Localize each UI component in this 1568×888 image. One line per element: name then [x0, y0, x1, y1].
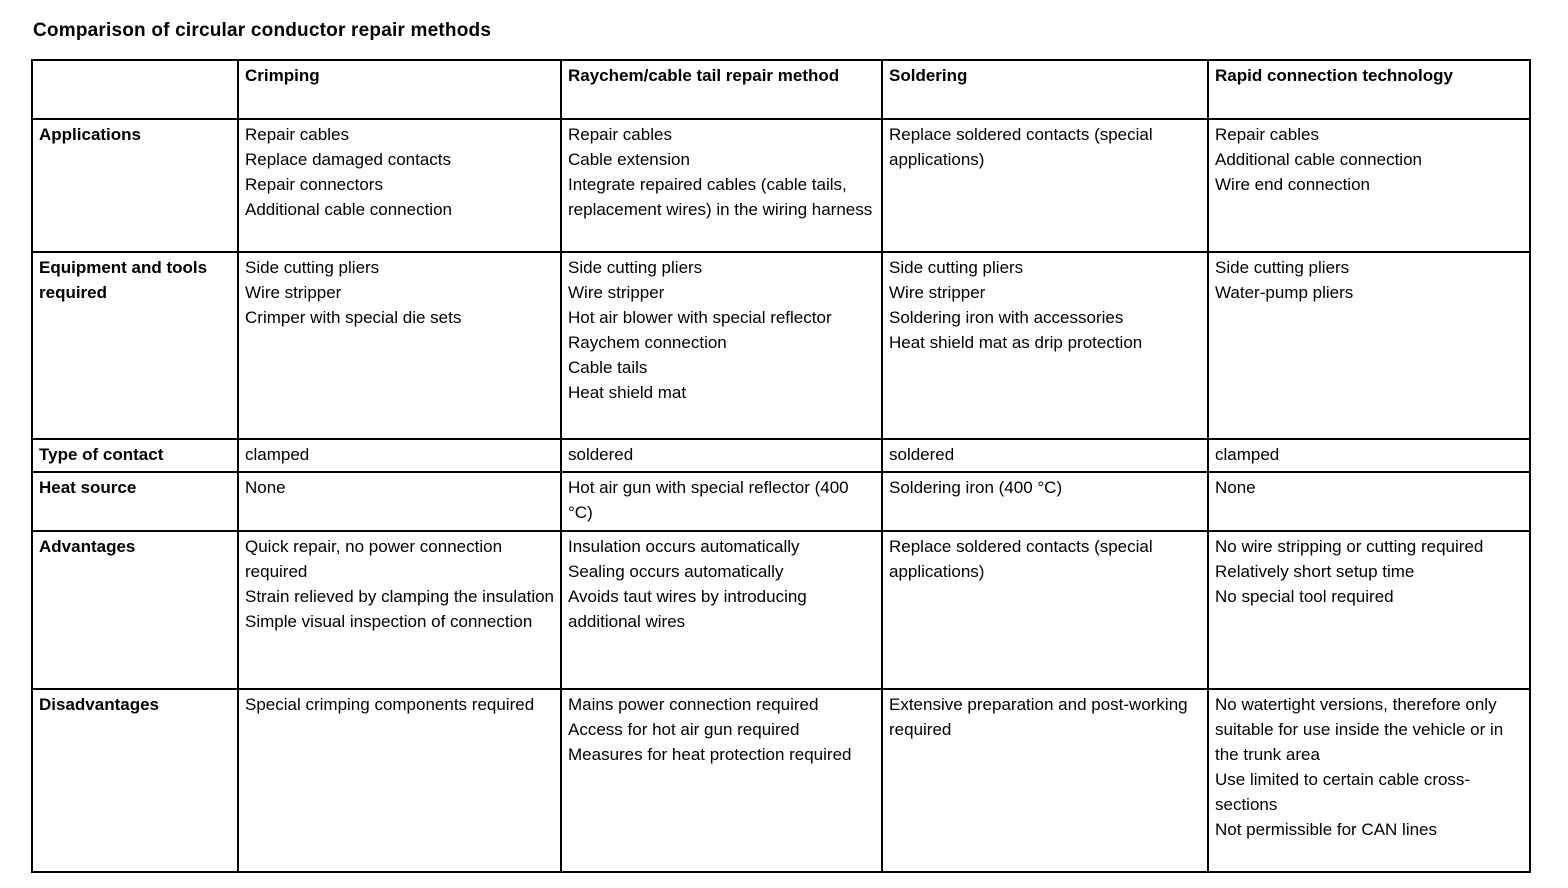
- cell-type-of-contact-soldering: soldered: [881, 438, 1209, 473]
- table-row-heat-source: Heat source None Hot air gun with specia…: [31, 471, 1531, 532]
- cell-disadvantages-rapid-connection: No watertight versions, therefore only s…: [1207, 688, 1531, 873]
- table-row-advantages: Advantages Quick repair, no power connec…: [31, 530, 1531, 690]
- cell-type-of-contact-rapid-connection: clamped: [1207, 438, 1531, 473]
- cell-advantages-crimping: Quick repair, no power connection requir…: [237, 530, 562, 690]
- cell-type-of-contact-crimping: clamped: [237, 438, 562, 473]
- cell-disadvantages-crimping: Special crimping components required: [237, 688, 562, 873]
- cell-disadvantages-raychem: Mains power connection required Access f…: [560, 688, 883, 873]
- row-label-type-of-contact: Type of contact: [31, 438, 239, 473]
- column-header-raychem: Raychem/cable tail repair method: [560, 59, 883, 120]
- cell-disadvantages-soldering: Extensive preparation and post-working r…: [881, 688, 1209, 873]
- row-label-disadvantages: Disadvantages: [31, 688, 239, 873]
- cell-advantages-raychem: Insulation occurs automatically Sealing …: [560, 530, 883, 690]
- cell-equipment-rapid-connection: Side cutting pliers Water-pump pliers: [1207, 251, 1531, 440]
- cell-equipment-crimping: Side cutting pliers Wire stripper Crimpe…: [237, 251, 562, 440]
- row-label-advantages: Advantages: [31, 530, 239, 690]
- row-label-equipment: Equipment and tools required: [31, 251, 239, 440]
- column-header-empty: [31, 59, 239, 120]
- table-header-row: Crimping Raychem/cable tail repair metho…: [31, 59, 1531, 120]
- column-header-soldering: Soldering: [881, 59, 1209, 120]
- table-row-disadvantages: Disadvantages Special crimping component…: [31, 688, 1531, 873]
- cell-heat-source-soldering: Soldering iron (400 °C): [881, 471, 1209, 532]
- row-label-applications: Applications: [31, 118, 239, 253]
- cell-type-of-contact-raychem: soldered: [560, 438, 883, 473]
- cell-applications-soldering: Replace soldered contacts (special appli…: [881, 118, 1209, 253]
- cell-equipment-raychem: Side cutting pliers Wire stripper Hot ai…: [560, 251, 883, 440]
- column-header-rapid-connection: Rapid connection technology: [1207, 59, 1531, 120]
- page-title: Comparison of circular conductor repair …: [33, 20, 492, 41]
- cell-equipment-soldering: Side cutting pliers Wire stripper Solder…: [881, 251, 1209, 440]
- comparison-table: Crimping Raychem/cable tail repair metho…: [31, 59, 1531, 873]
- cell-advantages-soldering: Replace soldered contacts (special appli…: [881, 530, 1209, 690]
- cell-applications-crimping: Repair cables Replace damaged contacts R…: [237, 118, 562, 253]
- table-row-equipment: Equipment and tools required Side cuttin…: [31, 251, 1531, 440]
- cell-heat-source-raychem: Hot air gun with special reflector (400 …: [560, 471, 883, 532]
- row-label-heat-source: Heat source: [31, 471, 239, 532]
- cell-applications-raychem: Repair cables Cable extension Integrate …: [560, 118, 883, 253]
- table-row-type-of-contact: Type of contact clamped soldered soldere…: [31, 438, 1531, 473]
- cell-heat-source-rapid-connection: None: [1207, 471, 1531, 532]
- cell-advantages-rapid-connection: No wire stripping or cutting required Re…: [1207, 530, 1531, 690]
- cell-heat-source-crimping: None: [237, 471, 562, 532]
- column-header-crimping: Crimping: [237, 59, 562, 120]
- table-row-applications: Applications Repair cables Replace damag…: [31, 118, 1531, 253]
- cell-applications-rapid-connection: Repair cables Additional cable connectio…: [1207, 118, 1531, 253]
